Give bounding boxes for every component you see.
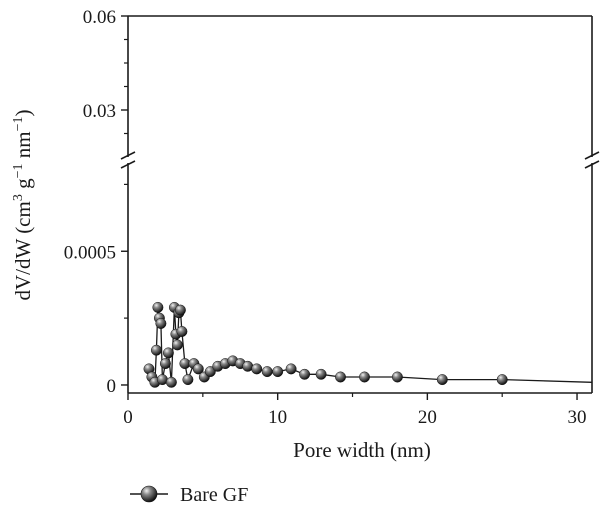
legend-marker	[140, 485, 158, 503]
data-point	[335, 371, 346, 383]
data-point	[391, 371, 403, 383]
data-point	[159, 358, 171, 370]
data-point	[165, 376, 177, 388]
y-tick-label: 0	[107, 376, 117, 397]
data-point	[496, 374, 508, 386]
legend: Bare GF	[130, 484, 248, 506]
x-tick-label: 10	[268, 407, 287, 428]
x-tick-label: 20	[418, 407, 437, 428]
plot-frame	[120, 15, 600, 394]
data-point	[251, 363, 263, 375]
data-point	[261, 366, 273, 378]
data-point	[242, 360, 254, 372]
x-axis-title: Pore width (nm)	[293, 438, 431, 462]
data-points	[143, 301, 508, 388]
data-point	[162, 347, 174, 359]
tick-labels: 0 10 20 30 0 0.0005 0.03 0.06	[64, 7, 587, 428]
data-point	[285, 363, 297, 375]
data-point	[152, 301, 164, 313]
data-point	[436, 374, 448, 386]
y-tick-label: 0.0005	[64, 242, 116, 263]
data-point	[150, 344, 162, 356]
axis-break-right	[584, 151, 600, 169]
x-tick-label: 30	[568, 407, 587, 428]
data-point	[155, 318, 167, 329]
data-point	[204, 366, 216, 378]
data-point	[174, 304, 186, 316]
data-point	[299, 368, 311, 380]
data-point	[182, 374, 194, 386]
axis-break-left	[120, 151, 136, 169]
x-tick-label: 0	[123, 407, 133, 428]
data-point	[315, 368, 327, 380]
data-point	[272, 366, 284, 378]
data-point	[176, 326, 188, 337]
y-tick-label: 0.06	[83, 7, 116, 28]
data-point	[359, 371, 370, 383]
y-tick-label: 0.03	[83, 101, 116, 122]
y-axis-title: dV/dW (cm3 g−1 nm−1)	[11, 110, 35, 301]
ticks	[121, 15, 578, 400]
data-point	[192, 363, 204, 375]
legend-label: Bare GF	[180, 484, 248, 506]
data-point	[171, 339, 183, 351]
